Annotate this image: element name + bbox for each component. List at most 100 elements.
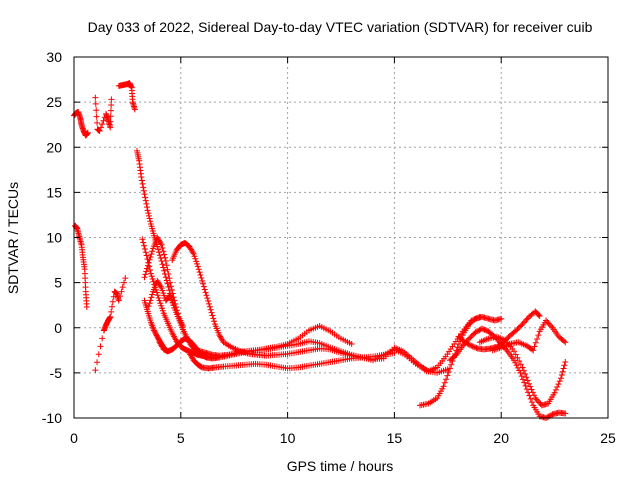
- y-tick-label: 10: [46, 230, 62, 246]
- series-arc-f: [134, 147, 178, 311]
- data-point: [158, 285, 165, 292]
- data-point: [197, 272, 204, 279]
- data-point: [516, 357, 523, 364]
- data-point: [159, 307, 166, 314]
- data-point: [522, 370, 529, 377]
- data-point: [527, 383, 534, 390]
- data-point: [480, 326, 487, 333]
- data-point: [531, 392, 538, 399]
- data-point: [160, 248, 167, 255]
- data-point: [109, 303, 116, 310]
- data-point: [107, 113, 114, 120]
- data-point: [153, 289, 160, 296]
- data-point: [92, 100, 99, 107]
- x-tick-label: 0: [70, 430, 78, 446]
- data-point: [524, 315, 531, 322]
- data-point: [131, 106, 138, 113]
- data-point: [472, 329, 479, 336]
- data-point: [511, 357, 518, 364]
- data-point: [473, 328, 480, 335]
- data-point: [528, 399, 535, 406]
- data-point: [107, 124, 114, 131]
- data-point: [149, 248, 156, 255]
- data-point: [464, 337, 471, 344]
- data-point: [535, 332, 542, 339]
- data-point: [555, 381, 562, 388]
- data-point: [520, 319, 527, 326]
- data-point: [93, 107, 100, 114]
- data-point: [94, 359, 101, 366]
- data-point: [199, 277, 206, 284]
- data-point: [513, 327, 520, 334]
- y-tick-label: -10: [42, 410, 62, 426]
- data-point: [140, 239, 147, 246]
- x-tick-label: 10: [280, 430, 296, 446]
- series-arc-n: [417, 313, 505, 409]
- data-point: [156, 252, 163, 259]
- data-point: [528, 386, 535, 393]
- data-point: [142, 194, 149, 201]
- data-point: [513, 362, 520, 369]
- data-point: [156, 249, 163, 256]
- data-point: [160, 290, 167, 297]
- data-point: [203, 292, 210, 299]
- data-point: [166, 275, 173, 282]
- data-point: [200, 280, 207, 287]
- data-point: [461, 341, 468, 348]
- data-point: [498, 315, 505, 322]
- data-point: [210, 315, 217, 322]
- data-point: [348, 340, 355, 347]
- data-point: [141, 191, 148, 198]
- series-arc-l: [141, 234, 186, 329]
- data-point: [545, 413, 552, 420]
- data-point: [524, 377, 531, 384]
- data-point: [391, 350, 398, 357]
- data-point: [552, 386, 559, 393]
- data-point: [118, 288, 125, 295]
- data-point: [96, 128, 103, 135]
- data-point: [196, 269, 203, 276]
- data-point: [163, 347, 170, 354]
- data-point: [107, 313, 114, 320]
- data-point: [149, 276, 156, 283]
- data-point: [472, 344, 479, 351]
- data-point: [512, 351, 519, 358]
- data-point: [146, 256, 153, 263]
- data-point: [144, 204, 151, 211]
- data-point: [140, 187, 147, 194]
- data-point: [470, 331, 477, 338]
- data-point: [164, 266, 171, 273]
- data-point: [163, 262, 170, 269]
- data-point: [520, 367, 527, 374]
- data-point: [142, 271, 149, 278]
- series-arc-m: [141, 297, 170, 355]
- data-point: [452, 352, 459, 359]
- data-point: [466, 335, 473, 342]
- data-point: [167, 294, 174, 301]
- x-tick-label: 5: [177, 430, 185, 446]
- data-point: [172, 300, 179, 307]
- y-tick-label: 5: [54, 275, 62, 291]
- data-point: [158, 302, 165, 309]
- data-point: [97, 343, 104, 350]
- data-point: [94, 119, 101, 126]
- data-point: [517, 361, 524, 368]
- data-point: [521, 379, 528, 386]
- data-point: [119, 284, 126, 291]
- data-point: [471, 316, 478, 323]
- data-point: [205, 298, 212, 305]
- data-point: [556, 378, 563, 385]
- data-point: [561, 362, 568, 369]
- data-point: [202, 289, 209, 296]
- data-point: [139, 236, 146, 243]
- data-point: [544, 318, 551, 325]
- data-point: [514, 326, 521, 333]
- data-point: [211, 318, 218, 325]
- data-point: [141, 242, 148, 249]
- data-point: [519, 364, 526, 371]
- series-arc-q: [476, 333, 569, 409]
- data-point: [147, 266, 154, 273]
- data-point: [535, 312, 542, 319]
- data-point: [141, 246, 148, 253]
- y-tick-label: 20: [46, 139, 62, 155]
